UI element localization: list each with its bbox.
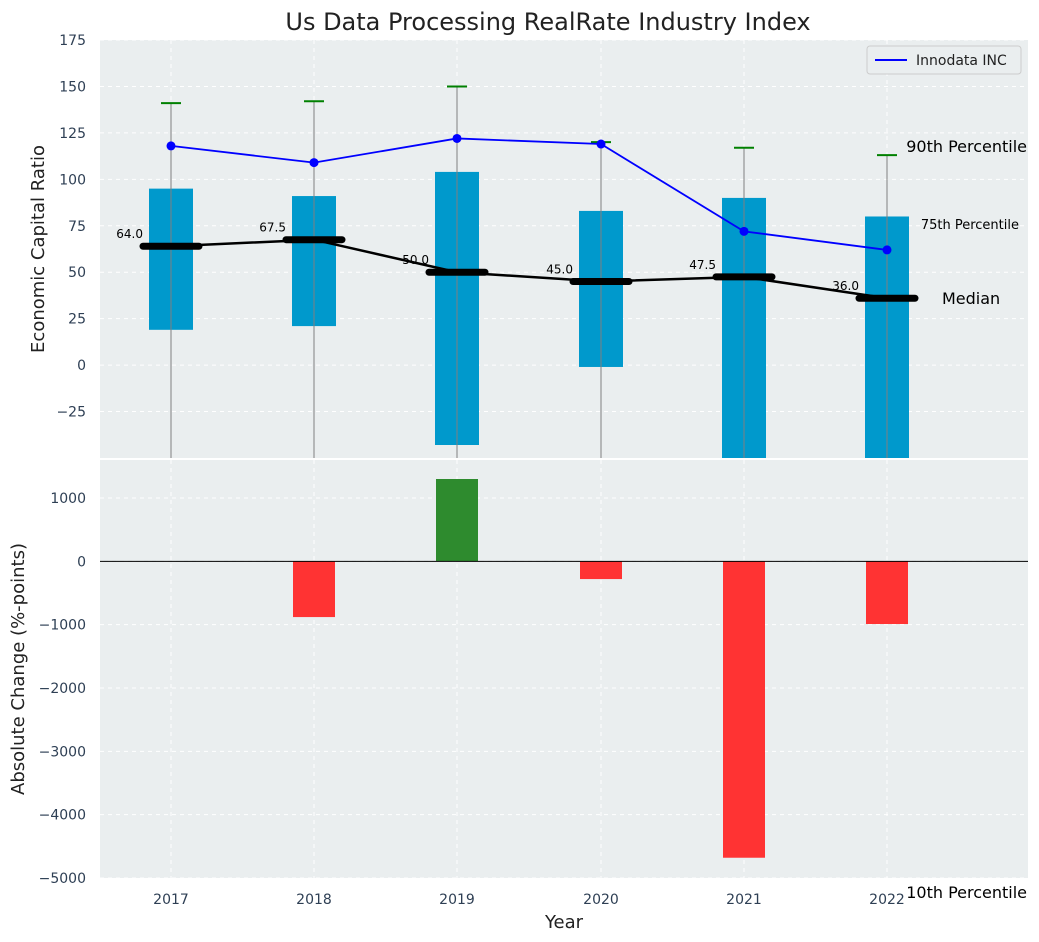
legend-label: Innodata INC — [916, 53, 1007, 69]
x-tick-label: 2022 — [869, 892, 905, 908]
change-bar-2021 — [723, 561, 765, 858]
top-y-axis-label: Economic Capital Ratio — [28, 145, 49, 353]
company-point-2017 — [166, 141, 176, 151]
median-label-2019: 50.0 — [402, 253, 429, 267]
chart-title: Us Data Processing RealRate Industry Ind… — [285, 8, 810, 36]
x-tick-label: 2019 — [439, 892, 475, 908]
annotation-10th-percentile: 10th Percentile — [906, 883, 1027, 902]
legend: Innodata INC — [866, 45, 1022, 75]
company-point-2018 — [309, 158, 319, 168]
y-tick-label: 175 — [59, 33, 86, 49]
median-label-2022: 36.0 — [832, 279, 859, 293]
y-tick-label: 25 — [68, 312, 86, 328]
change-bar-2022 — [866, 561, 908, 625]
x-tick-label: 2018 — [296, 892, 332, 908]
y-tick-label: 0 — [77, 554, 86, 570]
y-tick-label: 50 — [68, 265, 86, 281]
annotation-75th-percentile: 75th Percentile — [921, 218, 1019, 233]
y-tick-label: −3000 — [39, 744, 86, 760]
annotation-median: Median — [942, 289, 1000, 308]
median-series: 64.0 67.5 50.0 45.0 47.5 36.0 — [116, 221, 919, 302]
company-point-2022 — [882, 245, 892, 255]
company-point-2020 — [596, 139, 606, 149]
y-tick-label: 1000 — [50, 491, 86, 507]
company-series — [166, 133, 892, 255]
company-point-2021 — [739, 226, 749, 236]
median-label-2020: 45.0 — [546, 263, 573, 277]
x-tick-label: 2020 — [583, 892, 619, 908]
median-label-2021: 47.5 — [689, 258, 716, 272]
y-tick-label: 150 — [59, 79, 86, 95]
y-tick-label: 100 — [59, 172, 86, 188]
change-bar-series — [100, 479, 1028, 858]
y-tick-label: 0 — [77, 358, 86, 374]
bottom-y-axis-label: Absolute Change (%-points) — [8, 543, 29, 795]
y-tick-label: −1000 — [39, 618, 86, 634]
company-point-2019 — [452, 133, 462, 143]
y-tick-label: −4000 — [39, 808, 86, 824]
bottom-y-tick-labels: −5000 −4000 −3000 −2000 −1000 0 1000 — [39, 491, 86, 887]
y-tick-label: −2000 — [39, 681, 86, 697]
x-axis-label: Year — [544, 912, 584, 933]
y-tick-label: −25 — [56, 405, 86, 421]
y-tick-label: 125 — [59, 126, 86, 142]
median-label-2018: 67.5 — [259, 221, 286, 235]
x-tick-labels: 2017 2018 2019 2020 2021 2022 — [153, 892, 905, 908]
change-bar-2018 — [293, 561, 335, 618]
x-tick-label: 2017 — [153, 892, 189, 908]
x-tick-label: 2021 — [726, 892, 762, 908]
top-y-tick-labels: −25 0 25 50 75 100 125 150 175 — [56, 33, 86, 421]
change-bar-2019 — [436, 479, 478, 562]
annotation-90th-percentile: 90th Percentile — [906, 137, 1027, 156]
legend-frame — [866, 45, 1022, 75]
median-label-2017: 64.0 — [116, 227, 143, 241]
company-line — [170, 137, 888, 251]
y-tick-label: −5000 — [39, 871, 86, 887]
y-tick-label: 75 — [68, 219, 86, 235]
bottom-panel-background — [100, 460, 1028, 878]
change-bar-2020 — [580, 561, 622, 580]
